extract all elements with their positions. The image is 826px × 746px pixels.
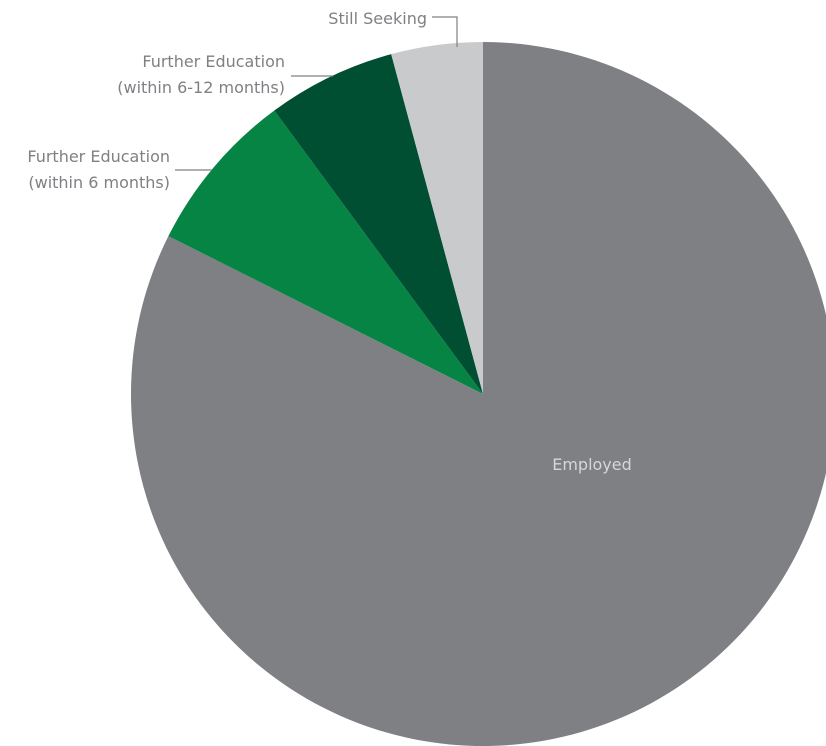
pie-slice-further-education-within-6-months (168, 110, 484, 395)
label-still-seeking: Still Seeking (328, 9, 427, 28)
label-further-education-6-line1: Further Education (27, 147, 170, 166)
pie-slice-employed (131, 42, 826, 746)
pie-slices (131, 42, 826, 746)
pie-slice-further-education-within-6-12-months (274, 54, 483, 394)
label-employed: Employed (552, 455, 632, 474)
label-further-education-6-12-line1: Further Education (142, 52, 285, 71)
label-further-education-6-12-line2: (within 6-12 months) (117, 78, 285, 97)
label-further-education-6-line2: (within 6 months) (28, 173, 170, 192)
leader-line-still-seeking (432, 16, 458, 47)
pie-slice-still-seeking (391, 42, 483, 394)
